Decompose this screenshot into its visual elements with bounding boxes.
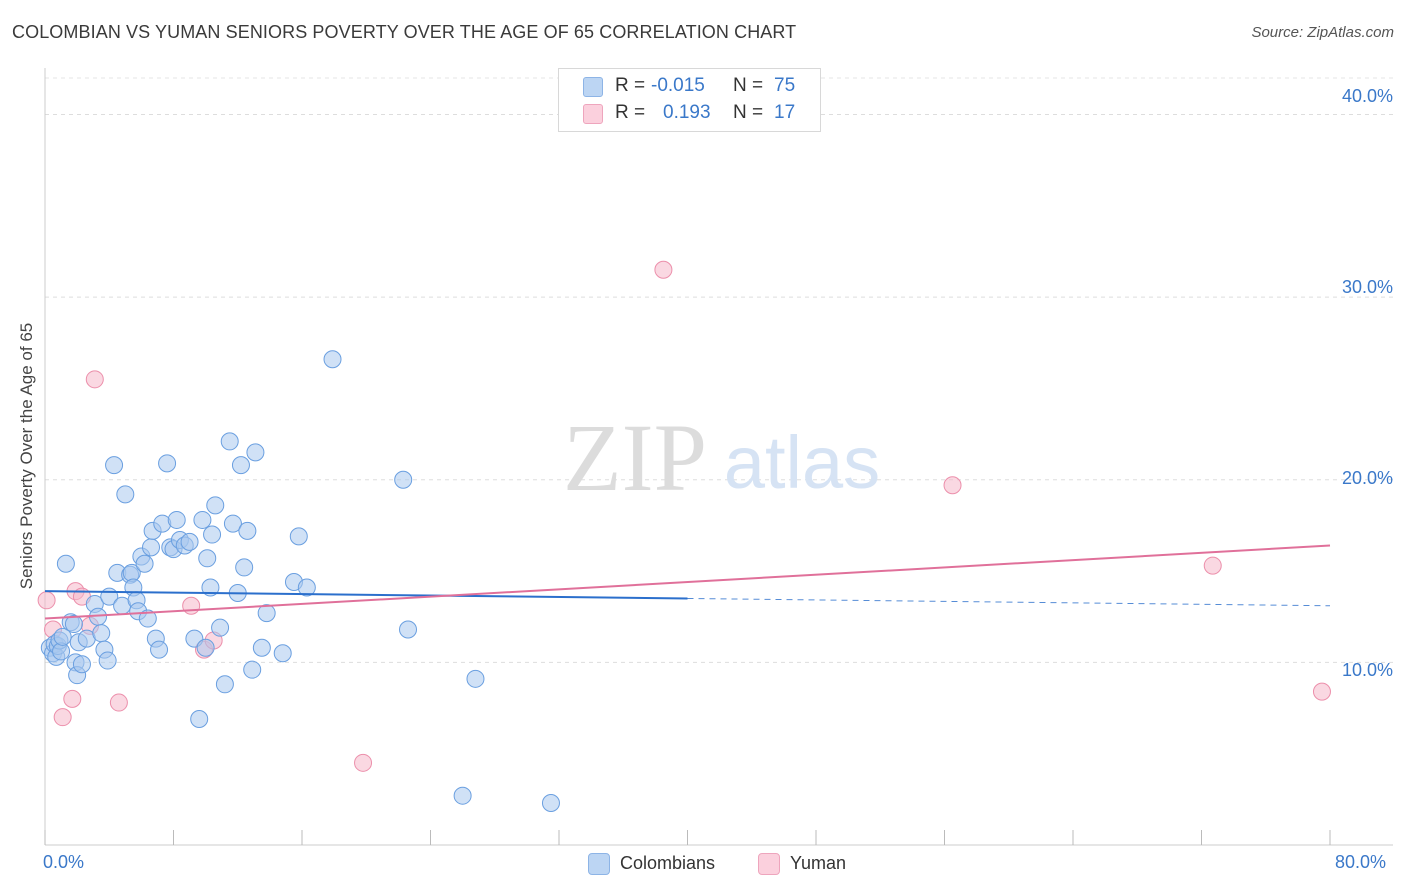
data-point	[1312, 682, 1331, 701]
trend-lines	[44, 544, 1331, 620]
data-point	[223, 514, 242, 533]
data-point	[238, 521, 257, 540]
colombians-trend-extension	[687, 597, 1331, 607]
y-tick-label: 30.0%	[1341, 277, 1393, 297]
r-label: R =	[615, 102, 646, 123]
data-point	[56, 554, 75, 573]
data-point	[297, 578, 316, 597]
data-point	[243, 660, 262, 679]
data-point	[138, 609, 157, 628]
data-point	[196, 638, 215, 657]
data-point	[235, 558, 254, 577]
colombians-swatch	[588, 853, 610, 875]
data-point	[116, 485, 135, 504]
chart-title: COLOMBIAN VS YUMAN SENIORS POVERTY OVER …	[12, 22, 797, 42]
data-point	[193, 510, 212, 529]
data-point	[53, 627, 72, 646]
data-point	[257, 604, 276, 623]
data-point	[466, 669, 485, 688]
data-point	[654, 260, 673, 279]
yuman-trend-line	[44, 544, 1331, 620]
y-tick-label: 10.0%	[1341, 660, 1393, 680]
data-point	[394, 470, 413, 489]
data-point	[273, 644, 292, 663]
data-point	[167, 510, 186, 529]
watermark-atlas: atlas	[724, 421, 880, 504]
yuman-swatch	[583, 104, 603, 124]
colombians-trend-line	[44, 590, 688, 600]
source-label: Source: ZipAtlas.com	[1251, 24, 1394, 41]
data-point	[158, 454, 177, 473]
data-point	[142, 538, 161, 557]
data-point	[190, 709, 209, 728]
data-point	[105, 456, 124, 475]
y-tick-label: 40.0%	[1341, 86, 1393, 106]
data-point	[150, 640, 169, 659]
n-label: N =	[733, 75, 764, 96]
data-point	[541, 793, 560, 812]
data-point	[252, 638, 271, 657]
yuman-swatch	[758, 853, 780, 875]
data-point	[206, 496, 225, 515]
axes	[44, 68, 1393, 846]
data-point	[231, 456, 250, 475]
data-point	[37, 591, 56, 610]
data-point	[215, 675, 234, 694]
data-point	[198, 549, 217, 568]
data-point	[453, 786, 472, 805]
data-point	[201, 578, 220, 597]
data-point	[182, 596, 201, 615]
x-min-label: 0.0%	[43, 852, 85, 872]
data-point	[64, 615, 83, 634]
n-label: N =	[733, 102, 764, 123]
data-point	[943, 476, 962, 495]
watermark-zip: ZIP	[563, 404, 707, 511]
data-point	[246, 443, 265, 462]
data-point	[53, 708, 72, 727]
x-max-label: 80.0%	[1335, 852, 1387, 872]
data-point	[354, 753, 373, 772]
legend-label: Colombians	[620, 853, 716, 873]
y-tick-label: 20.0%	[1341, 468, 1393, 488]
n-value: 75	[774, 75, 796, 96]
colombian-points	[40, 350, 560, 812]
data-point	[289, 527, 308, 546]
data-point	[63, 689, 82, 708]
data-point	[72, 655, 91, 674]
data-point	[98, 651, 117, 670]
data-point	[135, 554, 154, 573]
r-value: 0.193	[663, 102, 711, 123]
correlation-legend: R = -0.015 N = 75 R = 0.193 N = 17	[558, 68, 821, 132]
n-value: 17	[774, 102, 796, 123]
data-point	[109, 693, 128, 712]
data-point	[1203, 556, 1222, 575]
data-point	[323, 350, 342, 369]
data-point	[399, 620, 418, 639]
r-value: -0.015	[651, 75, 705, 96]
legend-label: Yuman	[790, 853, 847, 873]
data-point	[92, 624, 111, 643]
y-axis-label: Seniors Poverty Over the Age of 65	[17, 322, 36, 590]
data-point	[85, 370, 104, 389]
data-point	[203, 525, 222, 544]
colombians-swatch	[583, 77, 603, 97]
data-point	[180, 532, 199, 551]
data-point	[211, 618, 230, 637]
r-label: R =	[615, 75, 646, 96]
data-point	[220, 432, 239, 451]
